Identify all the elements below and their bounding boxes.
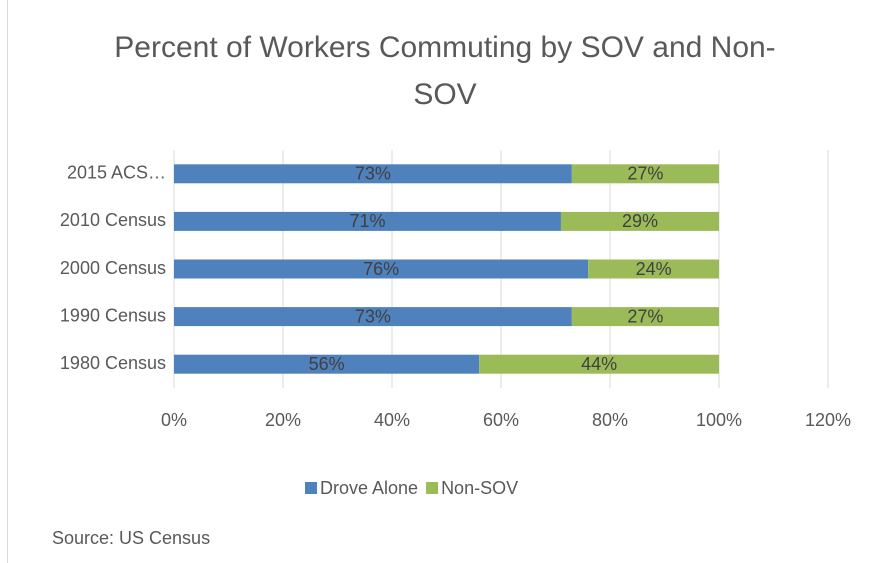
bar-segment [571,164,719,184]
x-tick-label: 60% [483,410,519,430]
y-tick-label: 2000 Census [60,258,166,278]
y-tick-label: 1980 Census [60,353,166,373]
data-label: 27% [627,164,663,184]
bar-segment [560,211,719,231]
x-tick-label: 120% [805,410,851,430]
y-tick-label: 2010 Census [60,210,166,230]
y-tick-label: 1990 Census [60,305,166,325]
bar-segment [571,307,719,327]
legend-label: Non-SOV [441,478,518,498]
bar-segment [174,164,572,184]
bar-segment [174,259,589,279]
x-tick-label: 100% [696,410,742,430]
data-label: 73% [355,164,391,184]
data-label: 27% [627,306,663,326]
data-label: 24% [636,259,672,279]
bar-segment [479,354,719,374]
data-label: 73% [355,306,391,326]
legend-label: Drove Alone [320,478,418,498]
x-tick-label: 40% [374,410,410,430]
y-tick-label: 2015 ACS… [67,163,166,183]
data-label: 56% [309,354,345,374]
bar-segment [174,307,572,327]
legend-swatch [426,482,439,494]
data-label: 71% [349,211,385,231]
x-tick-label: 0% [161,410,187,430]
data-label: 44% [581,354,617,374]
legend-swatch [305,482,317,494]
bar-segment [588,259,719,279]
source-note: Source: US Census [52,528,211,548]
chart-title: Percent of Workers Commuting by SOV and … [114,31,776,111]
x-tick-label: 80% [592,410,628,430]
data-label: 29% [622,211,658,231]
data-label: 76% [363,259,399,279]
bar-segment [174,354,480,374]
x-tick-label: 20% [265,410,301,430]
bar-segment [174,211,561,231]
